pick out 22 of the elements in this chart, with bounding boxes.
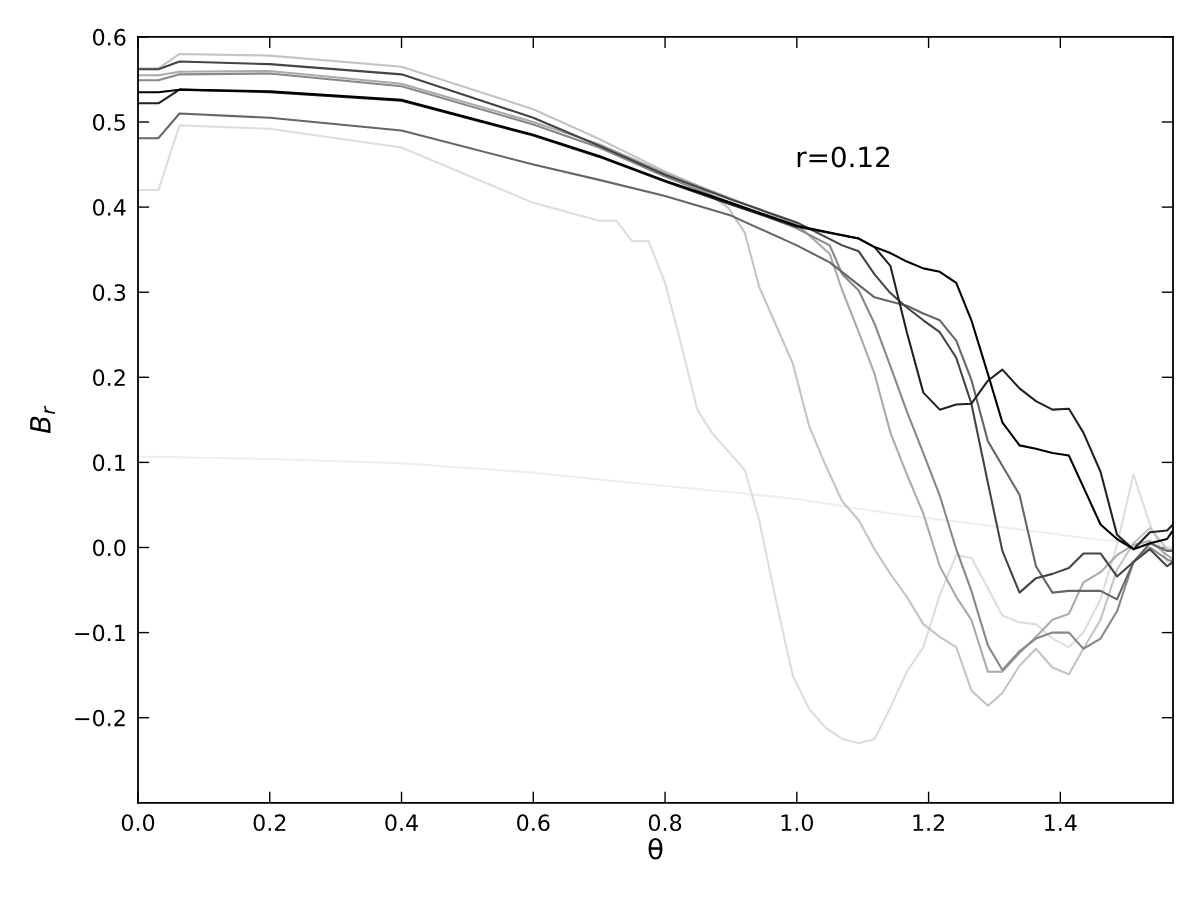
y-tick-label: 0.6 bbox=[93, 28, 126, 46]
x-tick-label: 0.4 bbox=[385, 814, 418, 832]
y-tick-label: 0.1 bbox=[93, 454, 125, 472]
y-tick-label: 0.2 bbox=[93, 369, 125, 387]
x-tick-label: 0.0 bbox=[121, 814, 155, 832]
x-tick-label: 1.0 bbox=[781, 814, 814, 832]
x-tick-label: 1.2 bbox=[913, 814, 945, 831]
x-tick-label: 0.2 bbox=[253, 814, 286, 832]
y-tick-label: 0.0 bbox=[93, 539, 126, 557]
x-tick-label: 1.4 bbox=[1045, 814, 1077, 831]
y-axis-title: B$_{r}$ bbox=[30, 405, 56, 434]
x-axis-title: θ bbox=[648, 837, 663, 860]
y-tick-label: 0.5 bbox=[93, 113, 125, 131]
y-tick-label: −0.1 bbox=[75, 624, 125, 642]
y-tick-label: −0.2 bbox=[75, 709, 125, 727]
x-tick-label: 0.8 bbox=[648, 814, 682, 832]
line-series bbox=[138, 124, 1173, 745]
y-tick-label: 0.3 bbox=[93, 284, 126, 301]
x-tick-label: 0.6 bbox=[517, 814, 550, 832]
y-tick-label: 0.4 bbox=[93, 199, 126, 216]
annotation: r=0.12 bbox=[797, 146, 889, 168]
line-series bbox=[138, 455, 1173, 549]
